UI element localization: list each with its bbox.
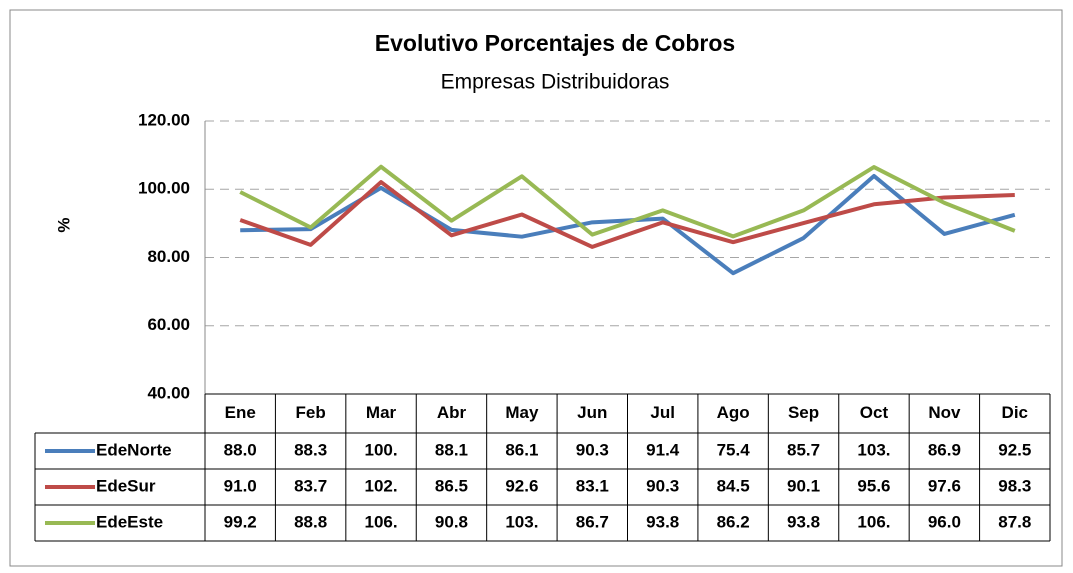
x-tick-label: Jul bbox=[650, 403, 675, 422]
table-cell: 75.4 bbox=[717, 440, 751, 459]
table-cell: 86.9 bbox=[928, 440, 961, 459]
table-cell: 92.6 bbox=[505, 476, 538, 495]
y-tick-label: 100.00 bbox=[138, 179, 190, 198]
x-tick-label: Oct bbox=[860, 403, 889, 422]
x-tick-label: Nov bbox=[928, 403, 961, 422]
table-cell: 87.8 bbox=[998, 512, 1031, 531]
table-cell: 90.1 bbox=[787, 476, 820, 495]
y-tick-label: 40.00 bbox=[147, 383, 190, 402]
series-line bbox=[239, 180, 1015, 249]
table-cell: 102. bbox=[364, 476, 397, 495]
table-cell: 86.5 bbox=[435, 476, 468, 495]
x-tick-label: Ene bbox=[225, 403, 256, 422]
chart-title: Evolutivo Porcentajes de Cobros bbox=[375, 30, 735, 56]
legend-label: EdeNorte bbox=[96, 440, 172, 459]
y-tick-label: 60.00 bbox=[147, 315, 190, 334]
x-tick-label: Jun bbox=[577, 403, 607, 422]
table-cell: 90.8 bbox=[435, 512, 468, 531]
x-tick-label: Ago bbox=[717, 403, 750, 422]
x-tick-label: Abr bbox=[437, 403, 467, 422]
table-cell: 88.1 bbox=[435, 440, 468, 459]
table-cell: 86.2 bbox=[717, 512, 750, 531]
table-cell: 91.4 bbox=[646, 440, 680, 459]
table-cell: 88.8 bbox=[294, 512, 327, 531]
table-cell: 93.8 bbox=[646, 512, 679, 531]
x-tick-label: Sep bbox=[788, 403, 819, 422]
table-cell: 86.7 bbox=[576, 512, 609, 531]
x-tick-label: Feb bbox=[296, 403, 326, 422]
legend-label: EdeEste bbox=[96, 512, 163, 531]
series-line bbox=[239, 164, 1016, 239]
table-cell: 92.5 bbox=[998, 440, 1031, 459]
table-cell: 86.1 bbox=[505, 440, 538, 459]
table-cell: 83.7 bbox=[294, 476, 327, 495]
x-tick-label: Dic bbox=[1002, 403, 1028, 422]
table-cell: 88.0 bbox=[224, 440, 257, 459]
y-tick-label: 80.00 bbox=[147, 247, 190, 266]
x-tick-label: May bbox=[505, 403, 539, 422]
table-cell: 83.1 bbox=[576, 476, 609, 495]
y-tick-label: 120.00 bbox=[138, 110, 190, 129]
table-cell: 85.7 bbox=[787, 440, 820, 459]
table-cell: 106. bbox=[364, 512, 397, 531]
table-cell: 96.0 bbox=[928, 512, 961, 531]
x-tick-label: Mar bbox=[366, 403, 397, 422]
table-cell: 103. bbox=[505, 512, 538, 531]
table-cell: 106. bbox=[857, 512, 890, 531]
table-cell: 93.8 bbox=[787, 512, 820, 531]
y-axis-label: % bbox=[54, 217, 73, 232]
table-cell: 88.3 bbox=[294, 440, 327, 459]
table-cell: 91.0 bbox=[224, 476, 257, 495]
chart-subtitle: Empresas Distribuidoras bbox=[441, 71, 670, 94]
table-cell: 90.3 bbox=[646, 476, 679, 495]
table-cell: 103. bbox=[857, 440, 890, 459]
legend-label: EdeSur bbox=[96, 476, 156, 495]
table-cell: 84.5 bbox=[717, 476, 750, 495]
table-cell: 90.3 bbox=[576, 440, 609, 459]
table-cell: 95.6 bbox=[857, 476, 890, 495]
table-cell: 98.3 bbox=[998, 476, 1031, 495]
chart-border bbox=[9, 9, 1063, 567]
table-cell: 99.2 bbox=[224, 512, 257, 531]
table-cell: 100. bbox=[364, 440, 397, 459]
table-cell: 97.6 bbox=[928, 476, 961, 495]
